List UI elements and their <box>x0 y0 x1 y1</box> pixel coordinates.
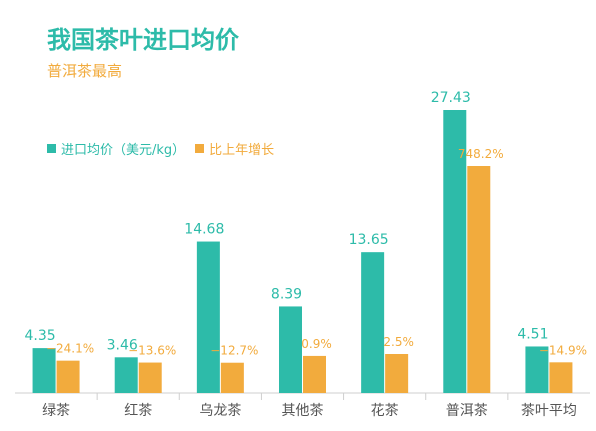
data-label-growth-4: 2.5% <box>383 335 414 349</box>
data-label-price-4: 13.65 <box>349 232 389 248</box>
bar-growth-0 <box>56 360 80 393</box>
data-label-growth-1: −13.6% <box>128 344 176 358</box>
legend-item-growth: 比上年增长 <box>195 139 274 158</box>
data-label-price-6: 4.51 <box>517 326 548 342</box>
data-label-growth-6: −14.9% <box>539 343 587 357</box>
bar-growth-1 <box>138 362 162 393</box>
bar-growth-2 <box>220 362 244 393</box>
bar-price-1 <box>114 357 138 393</box>
data-label-growth-2: −12.7% <box>210 344 258 358</box>
legend-swatch-growth <box>195 144 205 153</box>
data-label-price-2: 14.68 <box>184 222 224 238</box>
legend-item-price: 进口均价（美元/kg） <box>47 139 185 158</box>
data-label-price-1: 3.46 <box>107 337 138 353</box>
bar-price-5 <box>443 110 467 393</box>
x-tick-label-4: 花茶 <box>371 403 399 419</box>
legend-label-price: 进口均价（美元/kg） <box>61 143 186 158</box>
bar-growth-4 <box>385 354 409 393</box>
chart-title: 我国茶叶进口均价 <box>47 26 239 54</box>
x-tick-label-5: 普洱茶 <box>446 403 488 419</box>
bar-price-4 <box>361 252 385 393</box>
bar-price-6 <box>525 346 549 393</box>
data-label-price-0: 4.35 <box>24 328 55 344</box>
chart-legend: 进口均价（美元/kg） 比上年增长 <box>47 139 284 158</box>
data-label-growth-3: 0.9% <box>301 337 332 351</box>
data-label-price-5: 27.43 <box>431 90 471 106</box>
x-tick-label-2: 乌龙茶 <box>199 403 241 419</box>
bar-growth-3 <box>303 355 326 393</box>
legend-label-growth: 比上年增长 <box>209 143 275 158</box>
x-tick-label-0: 绿茶 <box>42 403 70 419</box>
x-tick-label-3: 其他茶 <box>282 403 324 419</box>
x-tick-label-1: 红茶 <box>124 403 152 419</box>
data-label-growth-0: −24.1% <box>46 342 94 356</box>
chart-subtitle: 普洱茶最高 <box>47 62 123 80</box>
data-label-growth-5: 748.2% <box>458 147 504 161</box>
bar-growth-5 <box>467 166 491 393</box>
data-label-price-3: 8.39 <box>271 286 302 302</box>
legend-swatch-price <box>47 144 56 153</box>
bar-price-0 <box>32 348 56 393</box>
bar-price-3 <box>279 306 302 393</box>
bar-price-2 <box>196 241 220 393</box>
bar-growth-6 <box>549 362 573 393</box>
x-tick-label-6: 茶叶平均 <box>521 403 577 419</box>
